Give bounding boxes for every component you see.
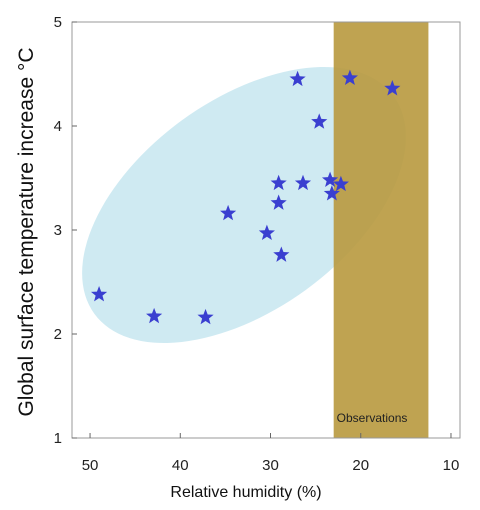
data-point-star <box>270 194 287 210</box>
data-point-star <box>332 175 349 192</box>
data-point-star <box>90 285 108 302</box>
data-point-star <box>294 174 312 191</box>
x-axis-title: Relative humidity (%) <box>170 484 321 501</box>
plot-area <box>82 22 429 438</box>
x-tick-label: 40 <box>172 457 189 474</box>
observations-band <box>333 22 429 438</box>
observations-label: Observations <box>337 411 408 425</box>
x-tick-label: 50 <box>82 457 99 474</box>
data-point-star <box>146 307 163 324</box>
data-point-star <box>289 70 306 87</box>
data-point-star <box>384 80 401 96</box>
data-point-star <box>273 246 290 262</box>
y-tick-label: 1 <box>54 430 62 447</box>
data-point-star <box>258 224 275 240</box>
data-point-star <box>341 69 358 86</box>
data-point-star <box>323 185 340 201</box>
model-range-ellipse <box>82 67 406 343</box>
y-axis-title: Global surface temperature increase °C <box>15 47 38 416</box>
axes: 1 2 3 4 5 50 40 30 20 10 <box>54 14 461 474</box>
y-tick-label: 5 <box>54 14 62 31</box>
data-point-star <box>197 308 214 325</box>
data-point-star <box>311 113 328 129</box>
data-point-star <box>270 174 287 191</box>
x-tick-label: 10 <box>443 457 460 474</box>
x-tick-label: 30 <box>262 457 279 474</box>
data-point-star <box>321 171 339 187</box>
data-point-star <box>220 204 237 221</box>
y-tick-label: 2 <box>54 326 62 343</box>
y-tick-label: 4 <box>54 118 62 135</box>
y-tick-label: 3 <box>54 222 62 239</box>
x-tick-label: 20 <box>352 457 369 474</box>
